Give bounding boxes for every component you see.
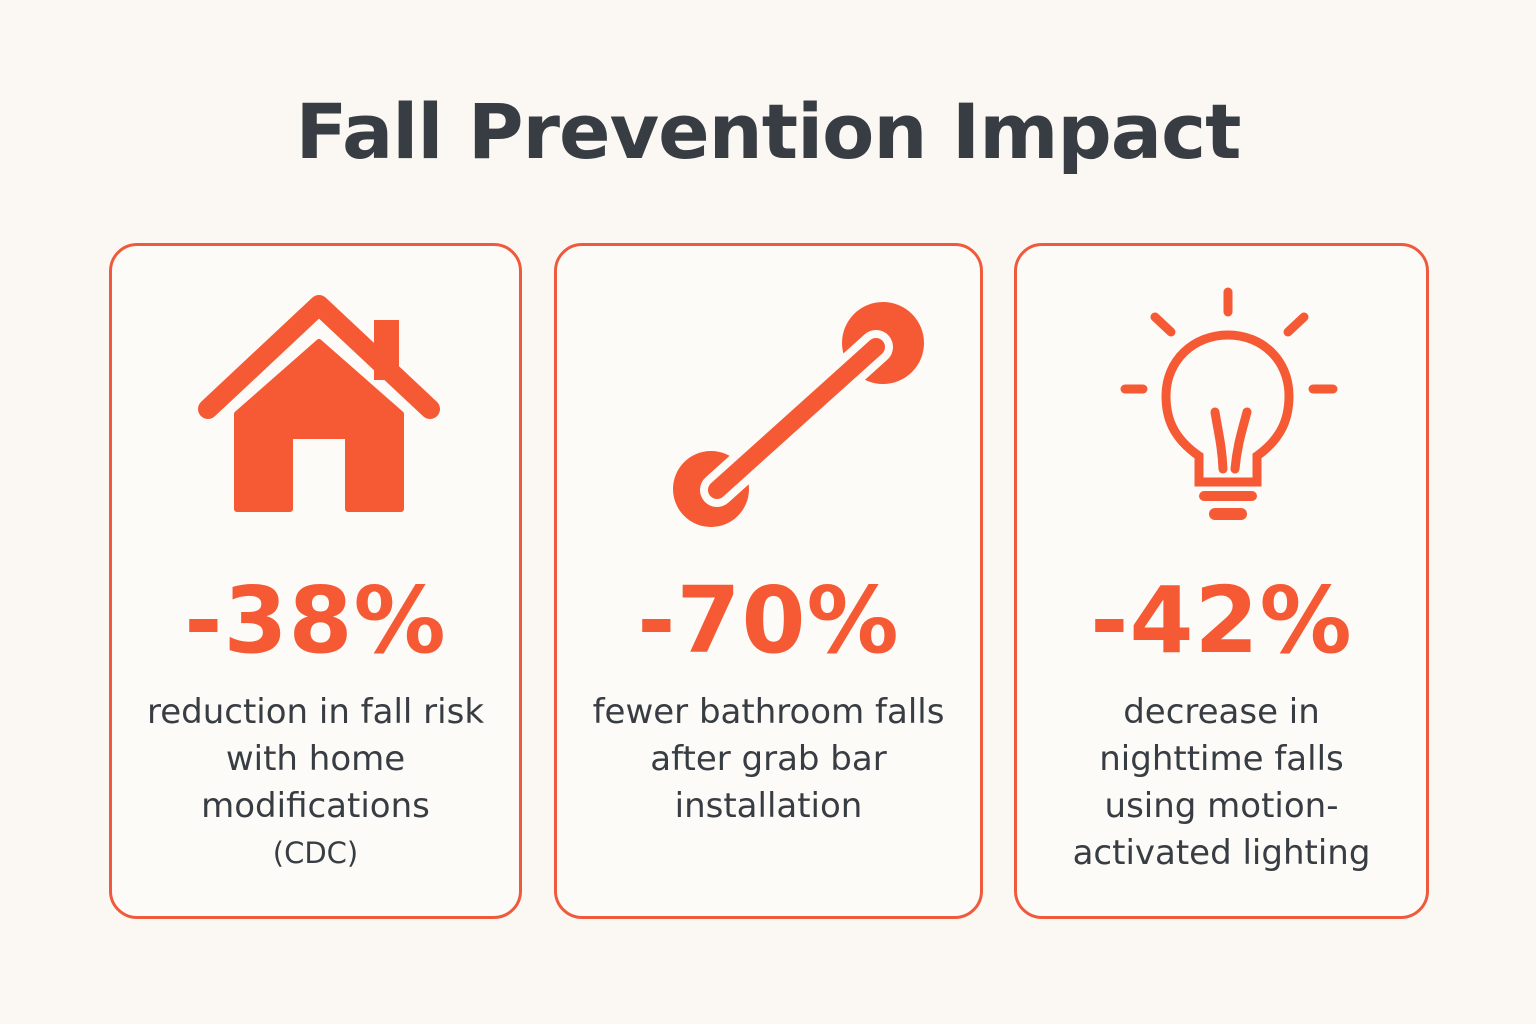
description-line: using motion- <box>1104 786 1339 826</box>
stat-card-home-modifications: -38% reduction in fall risk with home mo… <box>109 243 522 919</box>
description-line: after grab bar <box>650 739 887 779</box>
light-bulb-icon <box>1120 287 1338 520</box>
description-line: decrease in <box>1123 692 1320 732</box>
stat-value: -70% <box>637 567 900 674</box>
page-title: Fall Prevention Impact <box>295 87 1242 176</box>
stat-description: reduction in fall risk with home modific… <box>112 689 519 877</box>
description-line: nighttime falls <box>1099 739 1344 779</box>
house-icon <box>198 295 440 512</box>
description-line: activated lighting <box>1072 833 1371 873</box>
stat-value: -42% <box>1090 567 1353 674</box>
stat-description: fewer bathroom falls after grab bar inst… <box>557 689 980 830</box>
description-line: fewer bathroom falls <box>592 692 945 732</box>
description-line: reduction in fall risk <box>146 692 485 732</box>
description-line: modifications <box>201 786 430 826</box>
description-line: installation <box>674 786 863 826</box>
stat-card-grab-bar: -70% fewer bathroom falls after grab bar… <box>554 243 983 919</box>
stat-value: -38% <box>184 567 447 674</box>
grab-bar-icon <box>673 302 924 527</box>
stat-card-motion-lighting: -42% decrease in nighttime falls using m… <box>1014 243 1429 919</box>
description-line: with home <box>225 739 406 779</box>
source-label: (CDC) <box>272 836 359 870</box>
stat-description: decrease in nighttime falls using motion… <box>1017 689 1426 877</box>
